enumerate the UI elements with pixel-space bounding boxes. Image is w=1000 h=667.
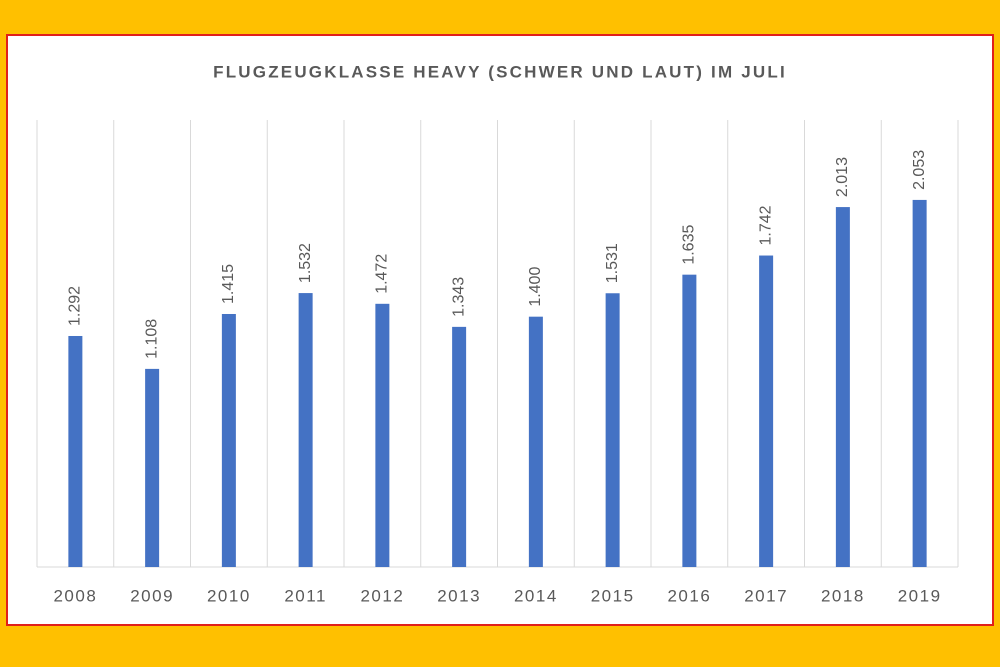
bar [759, 255, 774, 567]
bar [912, 199, 927, 568]
bar [68, 335, 83, 567]
x-tick-label: 2008 [53, 586, 97, 605]
data-label: 1.472 [374, 254, 391, 294]
bar [452, 326, 467, 567]
data-label: 1.415 [220, 264, 237, 304]
bar [682, 274, 697, 567]
data-label: 1.635 [681, 225, 698, 265]
data-label: 2.053 [911, 150, 928, 190]
bar [145, 368, 160, 567]
bar [528, 316, 543, 567]
x-tick-label: 2013 [437, 586, 481, 605]
x-tick-label: 2019 [898, 586, 942, 605]
x-tick-label: 2012 [360, 586, 404, 605]
data-label: 2.013 [834, 157, 851, 197]
x-tick-label: 2010 [207, 586, 251, 605]
chart-title: FLUGZEUGKLASSE HEAVY (SCHWER UND LAUT) I… [213, 62, 787, 81]
data-label: 1.343 [450, 277, 467, 317]
x-tick-label: 2018 [821, 586, 865, 605]
data-label: 1.532 [297, 243, 314, 283]
x-tick-label: 2011 [284, 586, 327, 605]
bar [221, 313, 236, 567]
bar [605, 293, 620, 567]
data-label: 1.531 [604, 243, 621, 283]
data-label: 1.292 [67, 286, 84, 326]
bar [375, 303, 390, 567]
x-tick-label: 2014 [514, 586, 558, 605]
x-tick-label: 2016 [667, 586, 711, 605]
data-label: 1.400 [527, 267, 544, 307]
data-label: 1.742 [757, 205, 774, 245]
x-tick-label: 2017 [744, 586, 788, 605]
x-tick-label: 2015 [591, 586, 635, 605]
bar [298, 293, 313, 567]
x-tick-label: 2009 [130, 586, 174, 605]
data-label: 1.108 [143, 319, 160, 359]
bar [835, 207, 850, 567]
chart-panel [6, 34, 994, 626]
